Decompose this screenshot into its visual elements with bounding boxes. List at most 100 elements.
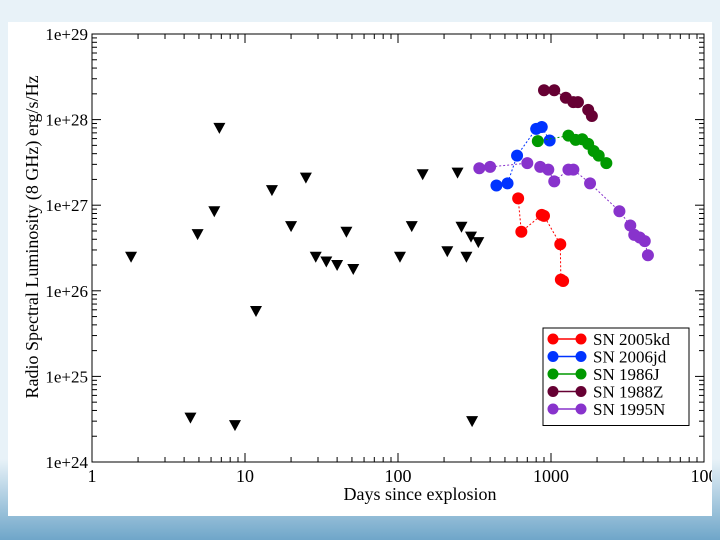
legend-label: SN 1995N	[593, 400, 665, 419]
x-tick-label: 1	[88, 466, 97, 486]
data-point	[535, 120, 548, 133]
upper-limit-marker	[393, 251, 406, 263]
upper-limit-marker	[405, 221, 418, 233]
data-point	[511, 149, 524, 162]
upper-limit-marker	[125, 251, 138, 263]
data-point	[484, 160, 497, 173]
data-point	[548, 84, 561, 97]
data-point	[512, 192, 525, 205]
legend-marker	[575, 403, 587, 415]
data-point	[600, 157, 613, 170]
legend-label: SN 1986J	[593, 365, 660, 384]
legend-marker	[547, 403, 559, 415]
series-sn-1995n	[473, 157, 654, 262]
data-series	[473, 84, 654, 288]
upper-limit-marker	[213, 122, 226, 134]
upper-limit-marker	[309, 251, 322, 263]
data-point	[490, 179, 503, 192]
y-tick-labels: 1e+24 1e+25 1e+26 1e+27 1e+28 1e+29	[45, 25, 88, 472]
legend-entry: SN 1995N	[547, 400, 665, 419]
data-point	[638, 235, 651, 248]
upper-limit-marker	[228, 420, 241, 432]
data-point	[501, 177, 514, 190]
data-point	[592, 149, 605, 162]
upper-limit-marker	[347, 263, 360, 275]
data-point	[584, 177, 597, 190]
upper-limit-marker	[466, 416, 479, 428]
data-point	[531, 135, 544, 148]
x-tick-labels: 1 10 100 1000 100	[88, 466, 713, 486]
data-point	[548, 175, 561, 188]
upper-limit-marker	[451, 167, 464, 179]
y-tick-label: 1e+25	[45, 367, 88, 386]
upper-limits	[125, 122, 485, 432]
data-point	[585, 110, 598, 123]
data-point	[543, 134, 556, 147]
upper-limit-marker	[331, 260, 344, 272]
upper-limit-marker	[460, 251, 473, 263]
series-sn-1988z	[537, 84, 598, 123]
upper-limit-marker	[320, 256, 333, 268]
data-point	[521, 157, 534, 170]
legend-marker	[575, 386, 587, 397]
upper-limit-marker	[285, 221, 298, 233]
upper-limit-marker	[340, 226, 353, 238]
data-point	[567, 163, 580, 176]
x-tick-label: 100	[385, 466, 412, 486]
data-point	[537, 209, 550, 222]
legend-marker	[547, 368, 559, 380]
legend-label: SN 1988Z	[593, 383, 663, 402]
legend-entry: SN 2005kd	[547, 330, 670, 349]
legend-entry: SN 2006jd	[547, 348, 667, 367]
data-point	[537, 84, 550, 97]
legend-entry: SN 1988Z	[547, 383, 663, 402]
upper-limit-marker	[208, 206, 221, 218]
data-point	[624, 219, 637, 232]
x-tick-label: 10	[236, 466, 254, 486]
luminosity-chart: 1e+24 1e+25 1e+26 1e+27 1e+28 1e+29 1 10 100 100…	[22, 25, 713, 504]
x-tick-label: 100	[691, 466, 713, 486]
legend-entry: SN 1986J	[547, 365, 660, 384]
upper-limit-marker	[455, 221, 468, 233]
y-tick-label: 1e+26	[45, 282, 88, 301]
data-point	[613, 205, 626, 218]
legend-marker	[547, 386, 559, 397]
upper-limit-marker	[249, 306, 262, 318]
data-point	[473, 162, 486, 175]
series-sn-2006jd	[490, 120, 556, 192]
series-line	[496, 126, 551, 186]
data-point	[557, 275, 570, 288]
upper-limit-marker	[416, 169, 429, 181]
series-sn-2005kd	[512, 192, 570, 288]
y-tick-label: 1e+28	[45, 111, 88, 130]
upper-limit-marker	[299, 172, 312, 184]
data-point	[554, 238, 567, 251]
legend-marker	[575, 368, 587, 380]
upper-limit-marker	[464, 231, 477, 243]
x-axis-label: Days since explosion	[344, 484, 497, 504]
data-point	[641, 249, 654, 262]
upper-limit-marker	[441, 246, 454, 258]
y-tick-label: 1e+24	[45, 453, 88, 472]
upper-limit-marker	[184, 412, 197, 424]
legend-marker	[547, 333, 559, 345]
legend-marker	[547, 351, 559, 362]
data-point	[542, 163, 555, 176]
legend-marker	[575, 351, 587, 362]
upper-limit-marker	[191, 229, 204, 241]
upper-limit-marker	[265, 185, 278, 197]
series-sn-1986j	[531, 129, 613, 170]
legend-label: SN 2006jd	[593, 348, 667, 367]
slide-background: 1e+24 1e+25 1e+26 1e+27 1e+28 1e+29 1 10 100 100…	[8, 22, 712, 516]
legend-marker	[575, 333, 587, 345]
plot-area	[91, 33, 705, 463]
y-axis-label: Radio Spectral Luminosity (8 GHz) erg/s/…	[22, 75, 43, 398]
upper-limit-marker	[472, 237, 485, 249]
data-point	[571, 96, 584, 109]
x-tick-label: 1000	[533, 466, 569, 486]
data-point	[515, 225, 528, 238]
legend-label: SN 2005kd	[593, 330, 670, 349]
y-tick-label: 1e+27	[45, 196, 88, 215]
y-tick-label: 1e+29	[45, 25, 88, 44]
